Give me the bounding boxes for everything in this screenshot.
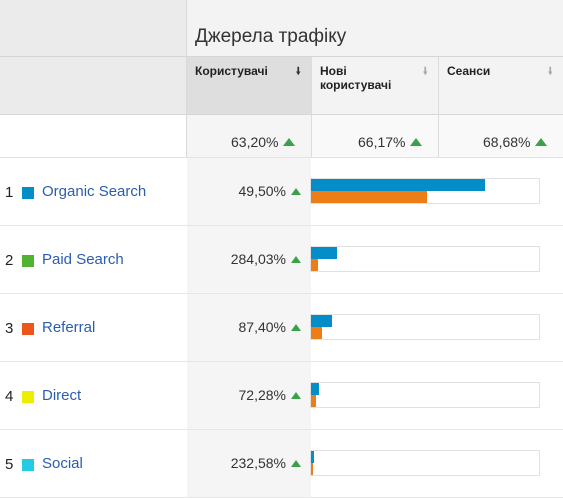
totals-new-users-text: 66,17%: [358, 134, 406, 150]
column-separator: [311, 57, 312, 157]
column-header-users[interactable]: Користувачі 🠛: [187, 57, 311, 115]
row-index: 4: [5, 388, 14, 405]
users-change-value: 87,40%: [239, 319, 301, 335]
channel-link[interactable]: Referral: [42, 319, 96, 336]
totals-new-users-value: 66,17%: [358, 134, 423, 150]
users-change-cell: [187, 362, 311, 429]
users-change-text: 49,50%: [238, 183, 286, 199]
trend-up-arrow-icon: [291, 324, 301, 331]
new-users-bar: [311, 259, 318, 271]
trend-up-arrow-icon: [283, 138, 296, 146]
channel-color-swatch: [22, 391, 34, 403]
users-bar: [311, 179, 485, 191]
trend-up-arrow-icon: [535, 138, 548, 146]
users-bar: [311, 247, 337, 259]
column-header-sessions[interactable]: Сеанси 🠛: [439, 57, 563, 115]
totals-users-cell: [187, 115, 311, 157]
users-change-text: 284,03%: [230, 251, 286, 267]
users-change-text: 232,58%: [230, 455, 286, 471]
table-row: [0, 294, 563, 362]
header-left-divider: [0, 56, 186, 57]
bar-container: [310, 246, 540, 272]
totals-new-users-cell: [312, 115, 438, 157]
channel-color-swatch: [22, 255, 34, 267]
header-divider: [186, 0, 187, 157]
row-index: 5: [5, 456, 14, 473]
users-change-text: 72,28%: [238, 387, 286, 403]
table-row: [0, 362, 563, 430]
totals-users-text: 63,20%: [231, 134, 279, 150]
column-title-new-users: Нові користувачі: [320, 64, 392, 92]
bar-container: [310, 178, 540, 204]
new-users-bar: [311, 463, 313, 475]
sort-arrow-icon[interactable]: 🠛: [422, 66, 428, 78]
bar-container: [310, 382, 540, 408]
group-title: Джерела трафіку: [195, 26, 347, 47]
channel-color-swatch: [22, 323, 34, 335]
totals-sessions-text: 68,68%: [483, 134, 531, 150]
new-users-bar: [311, 191, 427, 203]
channel-link[interactable]: Paid Search: [42, 251, 124, 268]
column-header-new-users[interactable]: Нові користувачі 🠛: [312, 57, 438, 115]
users-change-cell: [187, 430, 311, 497]
users-change-value: 284,03%: [231, 251, 301, 267]
new-users-bar: [311, 395, 316, 407]
trend-up-arrow-icon: [291, 256, 301, 263]
users-change-cell: [187, 294, 311, 361]
users-bar: [311, 315, 332, 327]
table-row: [0, 226, 563, 294]
users-bar: [311, 383, 319, 395]
column-separator: [438, 57, 439, 157]
users-change-value: 232,58%: [231, 455, 301, 471]
row-index: 3: [5, 320, 14, 337]
totals-sessions-value: 68,68%: [483, 134, 548, 150]
channel-color-swatch: [22, 187, 34, 199]
users-change-value: 72,28%: [239, 387, 301, 403]
table-row: [0, 158, 563, 226]
users-change-text: 87,40%: [238, 319, 286, 335]
bar-container: [310, 314, 540, 340]
column-title-users: Користувачі: [195, 64, 268, 78]
users-change-value: 49,50%: [239, 183, 301, 199]
totals-users-value: 63,20%: [231, 134, 296, 150]
users-bar: [311, 451, 314, 463]
channel-link[interactable]: Social: [42, 455, 83, 472]
channel-color-swatch: [22, 459, 34, 471]
totals-sessions-cell: [439, 115, 563, 157]
trend-up-arrow-icon: [410, 138, 423, 146]
column-title-sessions: Сеанси: [447, 64, 491, 78]
trend-up-arrow-icon: [291, 188, 301, 195]
header-left-blank: [0, 0, 186, 115]
group-header: [187, 0, 563, 57]
bar-container: [310, 450, 540, 476]
users-change-cell: [187, 226, 311, 293]
channel-link[interactable]: Organic Search: [42, 183, 147, 200]
row-index: 1: [5, 184, 14, 201]
users-change-cell: [187, 158, 311, 225]
trend-up-arrow-icon: [291, 392, 301, 399]
channel-link[interactable]: Direct: [42, 387, 82, 404]
sort-down-arrow-icon[interactable]: 🠛: [295, 66, 301, 78]
trend-up-arrow-icon: [291, 460, 301, 467]
sort-arrow-icon[interactable]: 🠛: [547, 66, 553, 78]
row-index: 2: [5, 252, 14, 269]
new-users-bar: [311, 327, 322, 339]
